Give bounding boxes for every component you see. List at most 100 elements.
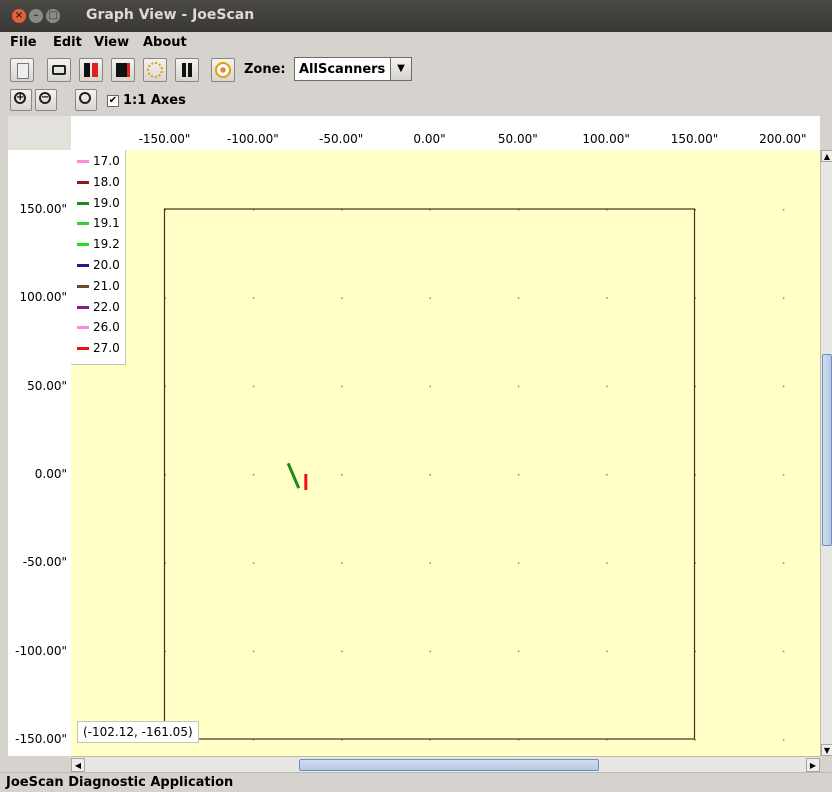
x-tick-label: -150.00": [138, 132, 191, 146]
grid-dot: [429, 385, 431, 388]
legend-swatch: [77, 264, 89, 267]
grid-dot: [164, 562, 166, 564]
legend-label: 22.0: [93, 299, 120, 314]
zoom-in-button[interactable]: +: [10, 89, 32, 111]
grid-dot: [694, 297, 697, 299]
scroll-down-button[interactable]: ▼: [821, 744, 832, 756]
axes-checkbox[interactable]: ✔: [107, 95, 119, 107]
grid-dot: [164, 208, 166, 211]
legend-swatch: [77, 347, 89, 351]
y-tick-label: 50.00": [27, 378, 67, 393]
grid-dot: [252, 562, 255, 564]
grid-dot: [517, 562, 520, 564]
y-tick-label: -50.00": [22, 555, 67, 570]
grid-dot: [429, 562, 431, 564]
grid-dot: [341, 650, 343, 653]
x-tick-label: -100.00": [226, 132, 279, 146]
grid-dot: [252, 297, 255, 299]
sensor-button[interactable]: [211, 58, 235, 82]
scroll-left-button[interactable]: ◀: [71, 758, 85, 772]
zoom-in-icon: +: [14, 92, 26, 104]
grid-dot: [429, 208, 431, 211]
legend-swatch: [77, 160, 89, 163]
window-title: Graph View - JoeScan: [86, 7, 255, 23]
plot-area[interactable]: 17.0 18.0 19.0 19.1 19.2 20.0 21.0 22.0 26.0 27.0…: [71, 150, 820, 756]
x-tick-label: -50.00": [319, 132, 364, 146]
ruler-corner: [8, 116, 72, 151]
legend-swatch: [77, 284, 89, 288]
vertical-scroll-thumb[interactable]: [822, 354, 832, 546]
grid-dot: [606, 562, 608, 564]
grid-dot: [341, 474, 343, 476]
sensor-icon: [215, 62, 231, 78]
grid-dot: [164, 650, 166, 653]
close-window-button[interactable]: ×: [12, 9, 26, 23]
target-button[interactable]: [143, 58, 167, 82]
legend-swatch: [77, 180, 89, 184]
maximize-window-button[interactable]: □: [46, 9, 60, 23]
horizontal-scroll-thumb[interactable]: [299, 759, 599, 771]
menu-file[interactable]: File: [10, 35, 37, 50]
zone-label: Zone:: [244, 62, 286, 77]
grid-dot: [341, 385, 343, 388]
grid-dot: [341, 297, 343, 299]
grid-dot: [694, 739, 697, 741]
x-tick-label: 100.00": [582, 132, 630, 146]
scroll-right-button[interactable]: ▶: [806, 758, 820, 772]
grid-dot: [429, 650, 431, 653]
x-tick-label: 150.00": [670, 132, 719, 146]
target-icon: [147, 62, 163, 78]
grid-dot: [517, 208, 520, 211]
pause-button[interactable]: [175, 58, 199, 82]
zoom-reset-button[interactable]: [75, 89, 97, 111]
grid-dot: [517, 474, 520, 476]
legend-label: 26.0: [93, 320, 120, 335]
zone-select[interactable]: AllScanners ▼: [294, 57, 412, 81]
chevron-down-icon[interactable]: ▼: [390, 58, 411, 80]
legend-swatch: [77, 326, 89, 330]
grid-dot: [429, 739, 431, 741]
legend-label: 18.0: [93, 174, 120, 189]
menu-view[interactable]: View: [94, 35, 130, 50]
profile-segment-19.0: [286, 462, 301, 489]
zoom-toolbar: + − ✔ 1:1 Axes: [0, 88, 832, 114]
horizontal-scrollbar[interactable]: ◀ ▶: [71, 756, 820, 773]
log-icon: [17, 63, 29, 79]
grid-dot: [694, 208, 697, 211]
legend-swatch: [77, 201, 89, 205]
scan-black-icon: [116, 63, 130, 77]
grid-dot: [164, 297, 166, 299]
zoom-out-button[interactable]: −: [35, 89, 57, 111]
minimize-window-button[interactable]: –: [29, 9, 43, 23]
scan-red-button[interactable]: [79, 58, 103, 82]
status-text: JoeScan Diagnostic Application: [6, 775, 234, 790]
grid-dot: [606, 208, 608, 211]
y-tick-label: -150.00": [15, 732, 67, 746]
plot-canvas[interactable]: [71, 150, 820, 756]
scan-black-button[interactable]: [111, 58, 135, 82]
grid-dot: [782, 297, 785, 299]
legend-label: 19.0: [93, 195, 120, 210]
grid-dot: [341, 562, 343, 564]
axes-checkbox-label: 1:1 Axes: [123, 93, 186, 108]
grid-dot: [517, 385, 520, 388]
y-tick-label: 100.00": [19, 290, 67, 305]
grid-dot: [782, 650, 785, 653]
grid-dot: [782, 474, 785, 476]
grid-dot: [606, 474, 608, 476]
menu-about[interactable]: About: [143, 35, 187, 50]
zone-select-value: AllScanners: [299, 62, 386, 77]
vertical-scrollbar[interactable]: ▲ ▼: [820, 150, 832, 756]
camera-button[interactable]: [47, 58, 71, 82]
grid-dot: [517, 739, 520, 741]
x-tick-label: 50.00": [497, 132, 538, 146]
main-toolbar: Zone: AllScanners ▼: [0, 54, 832, 86]
menu-edit[interactable]: Edit: [53, 35, 82, 50]
grid-dot: [782, 208, 785, 211]
y-axis-ruler: 150.00" 100.00" 50.00" 0.00" -50.00" -100.00"…: [8, 150, 72, 756]
scroll-up-button[interactable]: ▲: [821, 150, 832, 162]
grid-dot: [606, 385, 608, 388]
title-bar: × – □ Graph View - JoeScan: [0, 0, 832, 32]
grid-dot: [694, 562, 697, 564]
log-button[interactable]: [10, 58, 34, 82]
